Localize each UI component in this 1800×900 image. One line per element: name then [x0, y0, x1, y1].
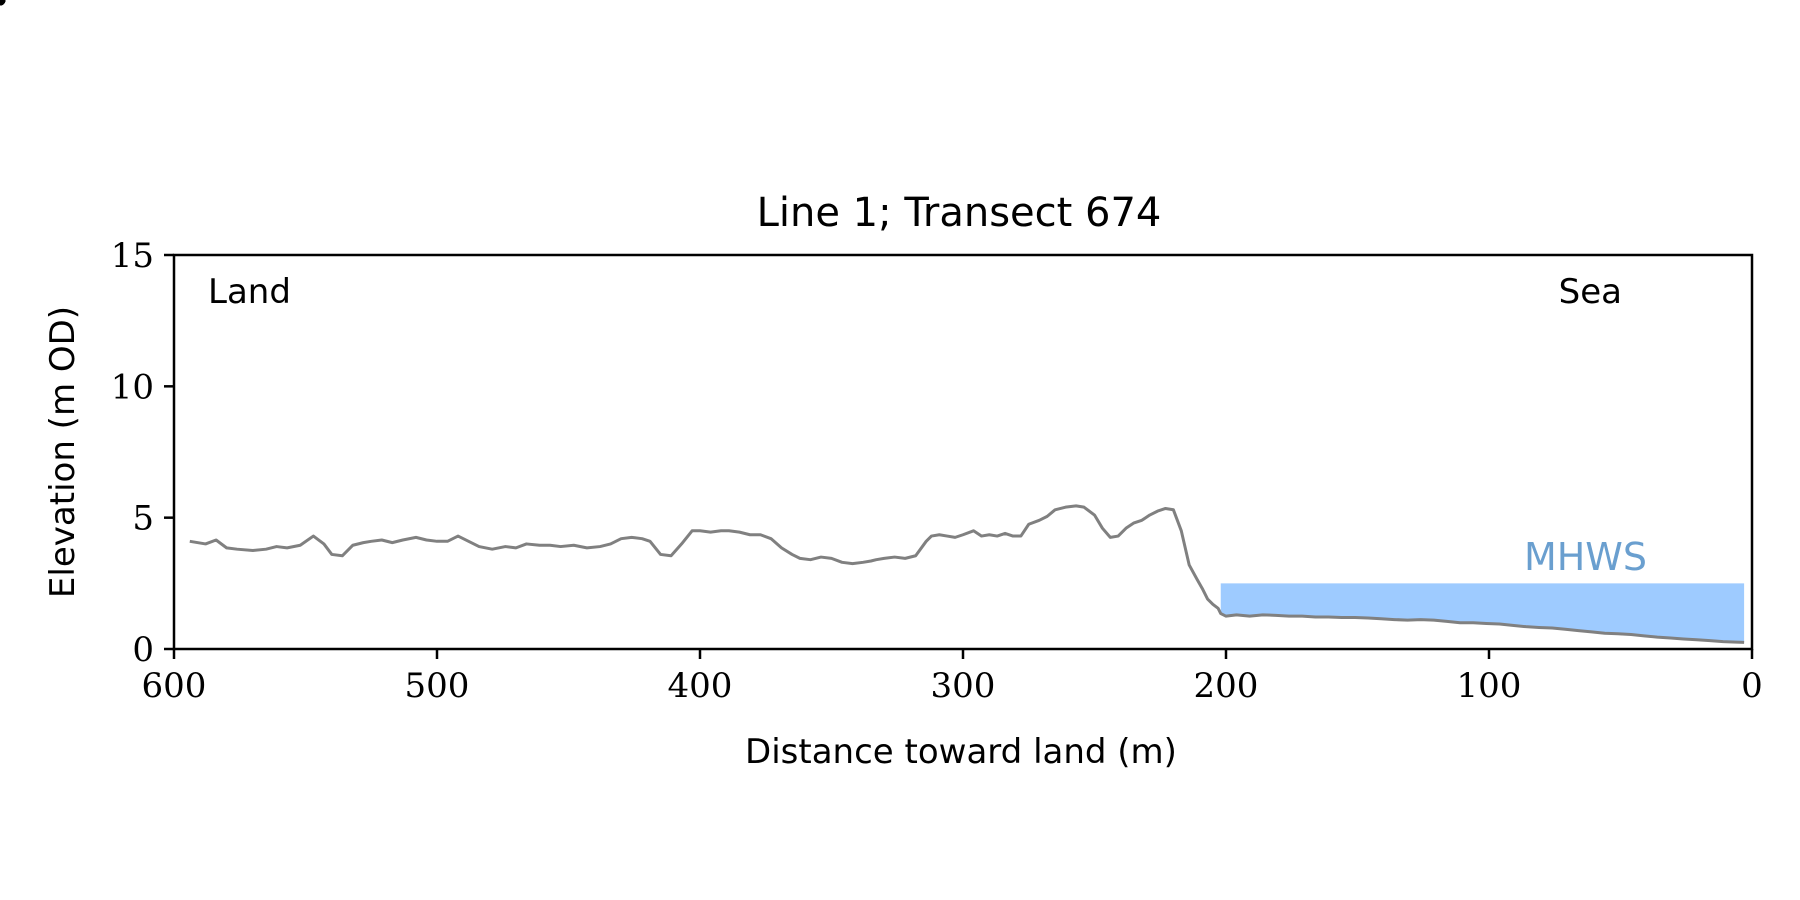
sea-label: Sea — [1559, 272, 1622, 312]
y-axis: 0 5 10 15 — [111, 236, 174, 670]
mhws-water-area — [1220, 583, 1745, 643]
y-axis-label: Elevation (m OD) — [43, 306, 83, 598]
mhws-label: MHWS — [1524, 535, 1647, 579]
x-axis-label: Distance toward land (m) — [745, 732, 1177, 772]
x-tick-label: 300 — [931, 666, 996, 706]
x-axis: 600 500 400 300 200 100 0 — [142, 649, 1763, 706]
land-label: Land — [208, 272, 291, 312]
y-tick-label: 5 — [132, 499, 154, 539]
chart-title: Line 1; Transect 674 — [757, 190, 1162, 236]
x-tick-label: 100 — [1457, 666, 1522, 706]
x-tick-label: 200 — [1194, 666, 1259, 706]
plot-area — [0, 0, 1745, 644]
y-tick-label: 10 — [111, 367, 154, 407]
x-tick-label: 600 — [142, 666, 207, 706]
y-tick-label: 15 — [111, 236, 154, 276]
y-tick-label: 0 — [132, 630, 154, 670]
x-tick-label: 500 — [405, 666, 470, 706]
dune-point — [0, 0, 6, 6]
x-tick-label: 400 — [668, 666, 733, 706]
profile-line — [189, 504, 1745, 644]
x-tick-label: 0 — [1741, 666, 1763, 706]
